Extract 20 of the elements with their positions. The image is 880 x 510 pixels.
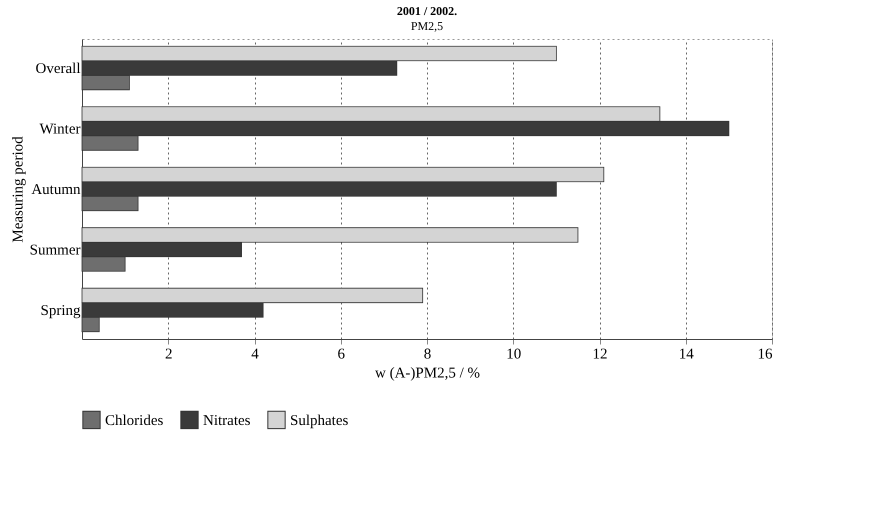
legend-label: Chlorides <box>105 412 164 429</box>
x-tick-label: 8 <box>424 346 432 362</box>
chart-title: 2001 / 2002. <box>396 4 458 18</box>
chart-subtitle: PM2,5 <box>410 19 444 33</box>
x-tick-label: 4 <box>251 346 260 362</box>
legend-label: Sulphates <box>290 412 348 429</box>
x-tick-label: 14 <box>678 346 694 362</box>
y-tick-label: Spring <box>40 302 81 319</box>
x-tick-label: 12 <box>592 346 608 362</box>
legend-label: Nitrates <box>203 412 251 429</box>
x-tick-label: 10 <box>506 346 522 362</box>
y-tick-label: Overall <box>36 61 80 78</box>
x-tick-label: 2 <box>165 346 172 362</box>
y-tick-label: Winter <box>39 122 81 138</box>
x-tick-label: 6 <box>338 346 346 362</box>
y-axis-title: Measuring period <box>10 136 27 243</box>
x-tick-label: 16 <box>758 346 773 362</box>
y-tick-label: Summer <box>30 242 80 258</box>
y-tick-label: Autumn <box>31 182 81 198</box>
x-axis-title: w (A-)PM2,5 / % <box>375 366 480 382</box>
